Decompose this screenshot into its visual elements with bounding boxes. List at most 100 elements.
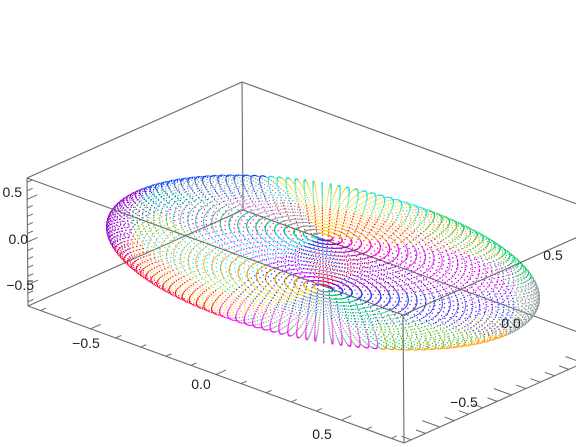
data-point [501, 260, 503, 262]
data-point [321, 218, 323, 220]
data-point [400, 286, 403, 288]
data-point [239, 192, 241, 194]
data-point [292, 238, 294, 240]
data-point [502, 328, 504, 330]
data-point [508, 324, 510, 326]
data-point [504, 260, 507, 262]
data-point [351, 247, 353, 249]
data-point [508, 333, 510, 335]
data-point [333, 196, 335, 198]
data-point [398, 227, 400, 229]
data-point [312, 187, 314, 189]
data-point [224, 192, 226, 194]
data-point [325, 211, 327, 213]
data-point [405, 262, 407, 264]
data-point [390, 278, 392, 280]
data-point [512, 326, 514, 328]
data-point [410, 203, 412, 205]
data-point [441, 286, 443, 288]
data-point [383, 212, 385, 214]
data-point [446, 280, 449, 282]
data-point [526, 320, 528, 322]
data-point [530, 310, 532, 312]
data-point [498, 335, 500, 337]
data-point [420, 270, 422, 272]
data-point [291, 248, 293, 251]
data-point [491, 272, 493, 274]
data-point [449, 264, 451, 266]
data-point [244, 238, 246, 241]
data-point [495, 332, 497, 335]
data-point [268, 185, 270, 187]
data-point [339, 186, 341, 188]
data-point [417, 206, 419, 208]
data-point [263, 203, 265, 205]
data-point [321, 201, 323, 203]
data-point [482, 272, 484, 274]
data-point [513, 282, 515, 284]
data-point [498, 258, 500, 260]
data-point [385, 304, 387, 306]
data-point [336, 221, 338, 223]
data-point [370, 192, 372, 194]
data-point [292, 200, 294, 202]
data-point [496, 299, 498, 301]
data-point [380, 258, 382, 260]
data-point [404, 243, 406, 245]
data-point [366, 222, 368, 224]
data-point [302, 276, 304, 278]
data-point [509, 330, 511, 333]
data-point [374, 223, 376, 226]
data-point [366, 199, 368, 201]
data-point [301, 253, 303, 255]
data-point [240, 195, 242, 197]
data-point [367, 227, 369, 230]
data-point [510, 262, 513, 264]
data-point [417, 207, 419, 209]
data-point [462, 240, 464, 242]
data-point [430, 240, 432, 242]
data-point [329, 185, 331, 187]
data-point [475, 317, 477, 319]
data-point [477, 296, 479, 298]
data-point [333, 236, 335, 238]
data-point [404, 204, 406, 206]
data-point [258, 245, 260, 248]
data-point [427, 245, 429, 247]
data-point [401, 229, 403, 231]
data-point [396, 217, 398, 219]
data-point [432, 274, 434, 276]
data-point [278, 212, 280, 214]
data-point [273, 198, 275, 201]
data-point [480, 242, 482, 244]
data-point [451, 275, 453, 277]
data-point [379, 256, 381, 258]
data-point [523, 278, 526, 280]
data-point [525, 287, 527, 289]
data-point [222, 181, 224, 183]
data-point [288, 208, 290, 210]
data-point [378, 251, 380, 254]
data-point [507, 332, 510, 334]
data-point [405, 267, 407, 269]
data-point [379, 194, 381, 196]
data-point [374, 254, 376, 256]
data-point [321, 194, 323, 196]
data-point [478, 308, 480, 310]
data-point [178, 183, 180, 186]
data-point [472, 242, 474, 245]
data-point [383, 286, 385, 288]
data-point [247, 195, 249, 197]
data-point [491, 249, 493, 251]
data-point [297, 260, 299, 262]
data-point [341, 224, 343, 226]
data-point [490, 267, 492, 269]
data-point [513, 325, 516, 327]
data-point [461, 276, 463, 278]
data-point [271, 206, 274, 208]
data-point [366, 244, 368, 246]
data-point [479, 304, 481, 306]
data-point [448, 222, 450, 224]
data-point [512, 277, 514, 279]
data-point [529, 303, 532, 306]
